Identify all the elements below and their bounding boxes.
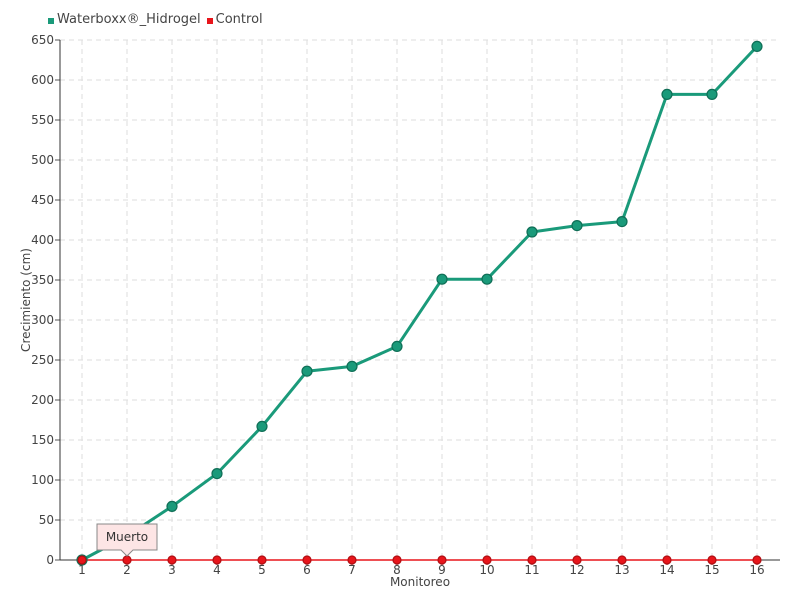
x-tick-label: 6 — [303, 563, 311, 577]
data-point-waterboxx[interactable] — [571, 220, 583, 232]
tooltip-text: Muerto — [106, 530, 148, 544]
y-tick-label: 500 — [31, 153, 54, 167]
data-point-waterboxx[interactable] — [616, 216, 628, 228]
data-point-waterboxx[interactable] — [751, 40, 763, 53]
series-line-waterboxx — [81, 45, 759, 562]
x-axis-title: Monitoreo — [390, 575, 450, 589]
legend-swatch-waterboxx — [48, 17, 54, 24]
x-tick-label: 3 — [168, 563, 176, 577]
y-tick-label: 250 — [31, 353, 54, 367]
y-tick-label: 550 — [31, 113, 54, 127]
data-point-control[interactable] — [212, 555, 222, 565]
data-point-control[interactable] — [167, 555, 177, 565]
y-tick-label: 350 — [31, 273, 54, 287]
legend-swatch-control — [206, 17, 213, 24]
x-tick-label: 1 — [78, 563, 86, 577]
data-point-waterboxx[interactable] — [526, 226, 538, 238]
legend-item-control[interactable]: Control — [206, 12, 263, 27]
x-tick-label: 7 — [348, 563, 356, 577]
data-point-waterboxx[interactable] — [301, 365, 313, 377]
legend-item-waterboxx[interactable]: Waterboxx®_Hidrogel — [48, 12, 201, 27]
data-point-control[interactable] — [527, 555, 537, 565]
data-point-control[interactable] — [572, 555, 582, 565]
x-tick-label: 5 — [258, 563, 266, 577]
data-point-control[interactable] — [302, 555, 312, 565]
y-tick-label: 150 — [31, 433, 54, 447]
data-point-control[interactable] — [707, 555, 717, 565]
x-tick-label: 2 — [123, 563, 131, 577]
data-point-control[interactable] — [392, 555, 402, 565]
data-point-waterboxx[interactable] — [346, 360, 358, 372]
legend-label-waterboxx: Waterboxx®_Hidrogel — [57, 12, 201, 27]
y-tick-label: 300 — [31, 313, 54, 327]
y-tick-label: 450 — [31, 193, 54, 207]
data-point-waterboxx[interactable] — [481, 273, 493, 285]
y-tick-label: 100 — [31, 473, 54, 487]
x-tick-label: 13 — [614, 563, 629, 577]
y-tick-label: 50 — [39, 513, 54, 527]
x-tick-label: 14 — [659, 563, 674, 577]
y-tick-label: 200 — [31, 393, 54, 407]
data-point-control[interactable] — [257, 555, 267, 565]
data-point-waterboxx[interactable] — [256, 420, 268, 432]
data-point-control[interactable] — [482, 555, 492, 565]
x-tick-label: 8 — [393, 563, 401, 577]
data-point-waterboxx[interactable] — [706, 88, 718, 101]
data-point-control[interactable] — [662, 555, 672, 565]
y-tick-label: 0 — [46, 553, 54, 567]
tooltip-box — [96, 523, 158, 557]
data-point-waterboxx[interactable] — [391, 340, 403, 352]
x-tick-label: 9 — [438, 563, 446, 577]
y-tick-label: 600 — [31, 73, 54, 87]
data-point-control[interactable] — [77, 555, 87, 565]
x-tick-label: 12 — [569, 563, 584, 577]
x-tick-label: 4 — [213, 563, 221, 577]
y-axis-title: Crecimiento (cm) — [19, 248, 33, 352]
data-point-control[interactable] — [122, 555, 132, 565]
y-tick-label: 650 — [31, 33, 54, 47]
data-point-control[interactable] — [752, 555, 762, 565]
x-tick-label: 15 — [704, 563, 719, 577]
data-point-waterboxx[interactable] — [661, 88, 673, 101]
data-point-waterboxx[interactable] — [211, 468, 223, 480]
data-point-control[interactable] — [347, 555, 357, 565]
data-point-control[interactable] — [437, 555, 447, 565]
x-tick-label: 10 — [479, 563, 494, 577]
legend-label-control: Control — [215, 12, 263, 27]
y-tick-label: 400 — [31, 233, 54, 247]
data-point-control[interactable] — [617, 555, 627, 565]
data-point-waterboxx[interactable] — [436, 273, 448, 285]
chart-legend: Waterboxx®_Hidrogel Control — [48, 12, 269, 27]
data-point-waterboxx[interactable] — [166, 500, 178, 512]
x-tick-label: 11 — [524, 563, 539, 577]
x-tick-label: 16 — [749, 563, 764, 577]
